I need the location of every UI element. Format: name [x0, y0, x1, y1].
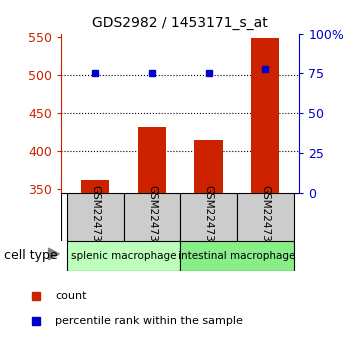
FancyBboxPatch shape: [61, 193, 288, 241]
FancyBboxPatch shape: [67, 193, 124, 241]
FancyBboxPatch shape: [237, 193, 294, 241]
Text: count: count: [55, 291, 87, 301]
Bar: [81, 180, 110, 193]
Text: GSM224735: GSM224735: [147, 185, 157, 249]
Bar: [194, 140, 223, 193]
Text: GSM224736: GSM224736: [260, 185, 270, 249]
Bar: [138, 127, 166, 193]
Text: splenic macrophage: splenic macrophage: [71, 251, 176, 261]
FancyBboxPatch shape: [180, 241, 294, 271]
FancyBboxPatch shape: [180, 193, 237, 241]
Text: cell type: cell type: [4, 249, 57, 262]
Polygon shape: [49, 248, 59, 260]
Text: GSM224733: GSM224733: [90, 185, 100, 249]
FancyBboxPatch shape: [67, 241, 180, 271]
Bar: [251, 38, 279, 193]
FancyBboxPatch shape: [124, 193, 180, 241]
Text: GSM224734: GSM224734: [204, 185, 214, 249]
Title: GDS2982 / 1453171_s_at: GDS2982 / 1453171_s_at: [92, 16, 268, 30]
Text: intestinal macrophage: intestinal macrophage: [178, 251, 296, 261]
Text: percentile rank within the sample: percentile rank within the sample: [55, 315, 243, 326]
